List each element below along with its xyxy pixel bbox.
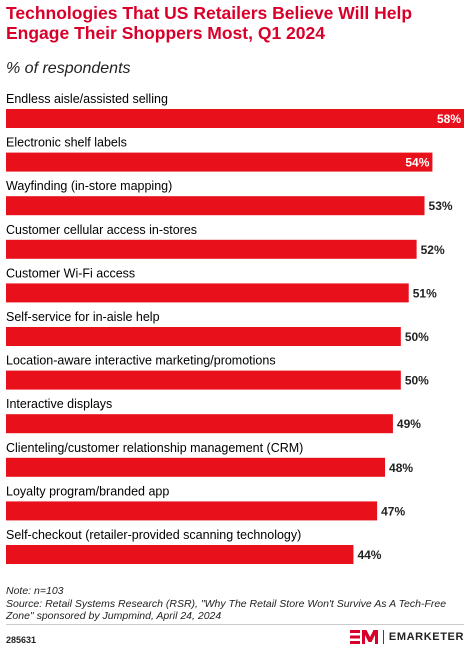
- category-label: Loyalty program/branded app: [6, 484, 169, 498]
- footer-divider: [6, 624, 464, 625]
- value-label: 58%: [437, 112, 461, 126]
- bar: [6, 196, 425, 216]
- category-label: Interactive displays: [6, 397, 112, 411]
- value-label: 48%: [389, 461, 413, 475]
- source-text: Source: Retail Systems Research (RSR), "…: [6, 597, 447, 623]
- value-label: 54%: [405, 156, 429, 170]
- bar: [6, 283, 409, 303]
- chart-subtitle: % of respondents: [6, 60, 131, 77]
- value-label: 50%: [405, 330, 429, 344]
- chart-notes: Note: n=103 Source: Retail Systems Resea…: [6, 585, 466, 623]
- category-label: Location-aware interactive marketing/pro…: [6, 354, 276, 368]
- category-label: Self-service for in-aisle help: [6, 310, 160, 324]
- value-label: 50%: [405, 374, 429, 388]
- emarketer-logo-icon: [349, 630, 378, 644]
- value-label: 52%: [421, 243, 445, 257]
- bar: [6, 152, 433, 172]
- value-label: 53%: [429, 199, 453, 213]
- chart-id: 285631: [6, 635, 37, 645]
- bar: [6, 109, 464, 128]
- category-label: Electronic shelf labels: [6, 136, 127, 150]
- category-label: Customer Wi-Fi access: [6, 266, 135, 280]
- value-label: 44%: [357, 548, 381, 562]
- bar: [6, 545, 354, 564]
- bar-chart: Endless aisle/assisted selling 58% Electro…: [6, 92, 464, 564]
- bar: [6, 457, 386, 477]
- bar: [6, 239, 417, 259]
- category-label: Wayfinding (in-store mapping): [6, 179, 172, 193]
- category-label: Clienteling/customer relationship manage…: [6, 441, 303, 455]
- category-label: Endless aisle/assisted selling: [6, 92, 168, 106]
- category-label: Customer cellular access in-stores: [6, 223, 197, 237]
- note-text: Note: n=103: [6, 585, 64, 597]
- value-label: 47%: [381, 504, 405, 518]
- brand-logo: EMARKETER: [349, 629, 464, 645]
- bar: [6, 501, 378, 521]
- brand-name: EMARKETER: [388, 631, 464, 643]
- brand-separator: [382, 630, 384, 644]
- value-label: 49%: [397, 417, 421, 431]
- bar: [6, 414, 393, 434]
- chart-title: Technologies That US Retailers Believe W…: [6, 3, 413, 43]
- bar: [6, 327, 401, 346]
- category-label: Self-checkout (retailer-provided scannin…: [6, 528, 301, 542]
- bar: [6, 370, 401, 390]
- value-label: 51%: [413, 286, 437, 300]
